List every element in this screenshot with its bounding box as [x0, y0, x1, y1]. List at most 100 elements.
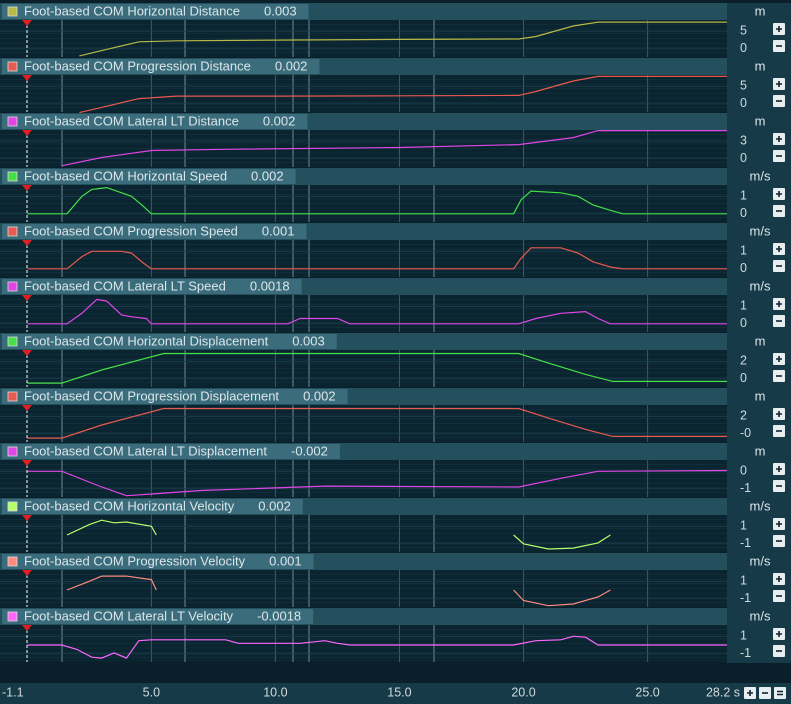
y-tick-label: 0: [740, 206, 747, 220]
label-box: [2, 444, 340, 459]
y-tick-label: 5: [740, 79, 747, 93]
label-box: [2, 279, 302, 294]
trace: [66, 519, 611, 550]
zoom-in-button-icon: [776, 26, 782, 32]
y-tick-label: 1: [740, 189, 747, 203]
trace: [61, 130, 727, 167]
panel-label: Foot-based COM Horizontal Speed: [24, 168, 227, 183]
y-tick-label: 1: [740, 519, 747, 533]
label-box: [2, 609, 314, 624]
unit-label: m/s: [750, 608, 771, 623]
cursor-marker: [22, 460, 32, 466]
label-box: [2, 389, 348, 404]
trace: [27, 186, 727, 215]
zoom-in-button-icon: [776, 576, 782, 582]
unit-label: m: [755, 333, 766, 348]
cursor-value: 0.001: [262, 223, 295, 238]
color-swatch: [7, 6, 18, 17]
y-tick-label: 0: [740, 261, 747, 275]
color-swatch: [7, 336, 18, 347]
zoom-in-button-icon: [776, 301, 782, 307]
panel-label: Foot-based COM Lateral LT Velocity: [24, 608, 234, 623]
trace: [27, 469, 728, 497]
y-tick-label: 3: [740, 133, 747, 147]
panel-label: Foot-based COM Progression Speed: [24, 223, 238, 238]
label-box: [2, 4, 309, 19]
trace: [27, 247, 727, 270]
unit-label: m/s: [750, 553, 771, 568]
cursor-value: 0.0018: [250, 278, 290, 293]
cursor-value: 0.003: [264, 3, 297, 18]
trace: [27, 635, 727, 659]
y-tick-label: -1: [740, 536, 751, 550]
cursor-marker: [22, 20, 32, 26]
unit-label: m: [755, 443, 766, 458]
color-swatch: [7, 171, 18, 182]
unit-label: m: [755, 3, 766, 18]
color-swatch: [7, 446, 18, 457]
y-tick-label: -1: [740, 591, 751, 605]
cursor-marker: [22, 570, 32, 576]
zoom-in-button-icon: [776, 246, 782, 252]
zoom-in-button-icon: [776, 81, 782, 87]
color-swatch: [7, 61, 18, 72]
label-box: [2, 554, 314, 569]
x-tick-label: 15.0: [387, 685, 411, 699]
unit-label: m/s: [750, 278, 771, 293]
zoom-in-button-icon: [776, 191, 782, 197]
panel-label: Foot-based COM Horizontal Distance: [24, 3, 240, 18]
y-tick-label: -1: [740, 646, 751, 660]
x-axis-bar: [0, 683, 791, 704]
cursor-value: 0.002: [303, 388, 336, 403]
cursor-value: 0.001: [269, 553, 302, 568]
x-tick-label: 20.0: [511, 685, 535, 699]
x-tick-label: 5.0: [143, 685, 160, 699]
unit-label: m: [755, 113, 766, 128]
y-tick-label: 1: [740, 244, 747, 258]
cursor-marker: [22, 350, 32, 356]
x-tick-label: 25.0: [635, 685, 659, 699]
zoom-in-button-icon: [776, 521, 782, 527]
unit-label: m: [755, 58, 766, 73]
panel-label: Foot-based COM Lateral LT Speed: [24, 278, 226, 293]
cursor-value: 0.003: [292, 333, 325, 348]
y-tick-label: 0: [740, 41, 747, 55]
color-swatch: [7, 226, 18, 237]
cursor-marker: [22, 515, 32, 521]
cursor-marker: [22, 295, 32, 301]
y-tick-label: 2: [740, 354, 747, 368]
panel-label: Foot-based COM Lateral LT Displacement: [24, 443, 267, 458]
cursor-value: -0.0018: [257, 608, 301, 623]
cursor-marker: [22, 405, 32, 411]
panel-label: Foot-based COM Progression Distance: [24, 58, 251, 73]
time-fit[interactable]: [774, 687, 786, 699]
panel-label: Foot-based COM Progression Velocity: [24, 553, 246, 568]
zoom-in-button-icon: [776, 356, 782, 362]
y-tick-label: 0: [740, 371, 747, 385]
label-box: [2, 499, 303, 514]
cursor-value: -0.002: [291, 443, 328, 458]
unit-label: m/s: [750, 498, 771, 513]
panel-label: Foot-based COM Horizontal Displacement: [24, 333, 269, 348]
trace: [79, 75, 727, 114]
cursor-marker: [22, 625, 32, 631]
unit-label: m: [755, 388, 766, 403]
zoom-in-button-icon: [776, 136, 782, 142]
y-tick-label: 5: [740, 24, 747, 38]
cursor-marker: [22, 240, 32, 246]
y-tick-label: 1: [740, 299, 747, 313]
y-tick-label: 2: [740, 409, 747, 423]
panel-label: Foot-based COM Progression Displacement: [24, 388, 279, 403]
label-box: [2, 59, 320, 74]
x-tick-label: 10.0: [263, 685, 287, 699]
x-tick-label: -1.1: [2, 685, 24, 699]
unit-label: m/s: [750, 168, 771, 183]
panel-label: Foot-based COM Horizontal Velocity: [24, 498, 235, 513]
y-tick-label: -1: [740, 481, 751, 495]
color-swatch: [7, 501, 18, 512]
x-tick-label: 28.2 s: [706, 685, 740, 699]
cursor-value: 0.002: [263, 113, 296, 128]
time-fit-icon: [777, 690, 783, 696]
color-swatch: [7, 391, 18, 402]
trace: [27, 352, 727, 384]
